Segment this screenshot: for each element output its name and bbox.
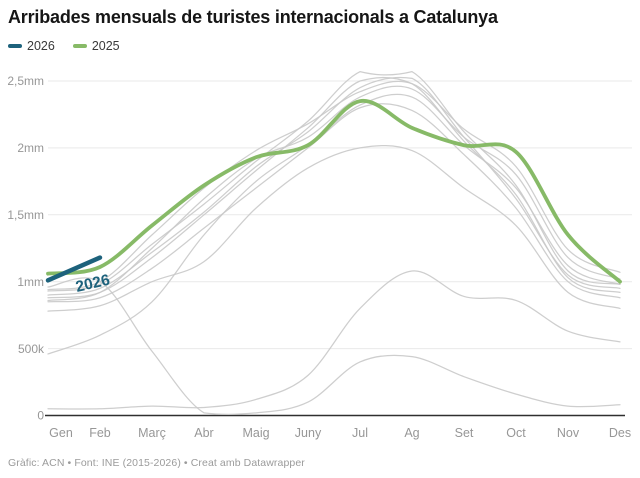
annotation-2026-label: 2026 [74, 271, 112, 295]
chart-title: Arribades mensuals de turistes internaci… [8, 7, 498, 27]
x-tick-Gen: Gen [49, 426, 73, 440]
series-line-2022 [47, 93, 621, 355]
x-tick-Juny: Juny [295, 426, 322, 440]
chart-legend: 2026 2025 [8, 39, 120, 53]
series-line-2026 [45, 255, 103, 283]
series-line-2024 [47, 80, 621, 291]
y-tick-1,5mm: 1,5mm [7, 208, 44, 222]
chart-footer: Gràfic: ACN • Font: INE (2015-2026) • Cr… [8, 457, 305, 469]
y-tick-2mm: 2mm [17, 141, 44, 155]
y-tick-500k: 500k [18, 342, 45, 356]
series-line-2018 [47, 76, 621, 296]
series-line-2017 [47, 76, 621, 299]
legend-item-2025: 2025 [72, 39, 120, 53]
legend-label-2025: 2025 [91, 39, 120, 53]
x-tick-Jul: Jul [352, 426, 368, 440]
x-tick-Feb: Feb [89, 426, 111, 440]
x-tick-Maig: Maig [242, 426, 269, 440]
x-tick-Des: Des [609, 426, 631, 440]
x-tick-Set: Set [455, 426, 474, 440]
series-line-2019 [47, 71, 621, 292]
legend-swatch-2025-icon [72, 43, 87, 49]
y-tick-1mm: 1mm [17, 275, 44, 289]
legend-item-2026: 2026 [8, 39, 55, 53]
series-line-2015 [47, 145, 621, 312]
x-tick-Oct: Oct [506, 426, 526, 440]
y-tick-2,5mm: 2,5mm [7, 74, 44, 88]
series-line-2020 [47, 277, 621, 415]
x-tick-Abr: Abr [194, 426, 213, 440]
y-tick-0: 0 [37, 409, 44, 423]
x-tick-Nov: Nov [557, 426, 580, 440]
x-tick-Ag: Ag [404, 426, 419, 440]
legend-label-2026: 2026 [27, 39, 55, 53]
series-line-2023 [47, 85, 621, 302]
series-line-2016 [47, 103, 621, 303]
legend-swatch-2026-icon [8, 43, 22, 49]
x-tick-Març: Març [138, 426, 166, 440]
series-line-2025 [46, 99, 622, 284]
series-line-2021 [47, 270, 621, 410]
